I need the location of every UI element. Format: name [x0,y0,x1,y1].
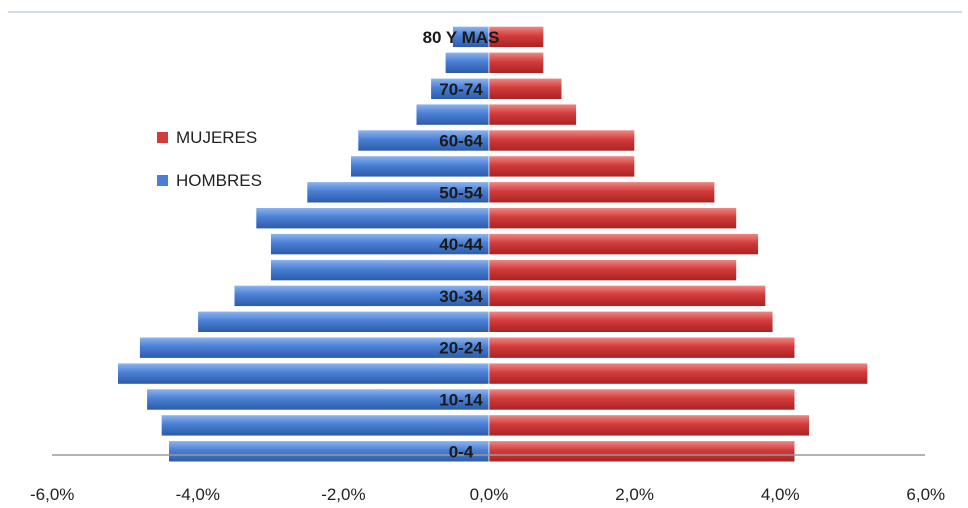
legend-swatch-mujeres [157,132,168,143]
bar-mujeres-35-39 [488,259,737,281]
bar-hombres-20-24 [139,336,490,359]
bar-mujeres-30-34 [488,285,766,307]
legend-label-mujeres: MUJERES [176,128,257,147]
bar-mujeres-65-69 [488,103,577,126]
bar-hombres-25-29 [197,310,490,333]
category-label-20-24: 20-24 [439,339,483,358]
bar-mujeres-75-79 [488,51,544,74]
bar-hombres-0-4 [168,440,490,463]
bar-mujeres-10-14 [488,388,796,411]
category-label-40-44: 40-44 [439,235,483,254]
category-label-50-54: 50-54 [439,183,483,202]
bar-mujeres-70-74 [488,78,563,100]
bar-mujeres-80-y-mas [488,26,544,48]
bar-mujeres-40-44 [488,233,759,255]
bar-mujeres-60-64 [488,129,635,152]
x-tick-label: 2,0% [615,485,654,504]
bar-hombres-55-59 [350,155,490,178]
category-labels: 0-4 10-14 20-24 30-34 40-44 50-54 60-64 70-74 80… [423,28,500,461]
x-tick-labels: -6,0% -4,0% -2,0% 0,0% 2,0% 4,0% 6,0% [30,485,945,504]
bar-mujeres-20-24 [488,336,796,359]
x-tick-label: 6,0% [906,485,945,504]
bar-mujeres-45-49 [488,207,737,229]
bar-hombres-5-9 [161,414,490,437]
x-tick-label: -4,0% [176,485,220,504]
category-label-60-64: 60-64 [439,132,483,151]
bar-hombres-65-69 [415,103,490,126]
bar-mujeres-55-59 [488,155,635,178]
bar-mujeres-0-4 [488,440,796,463]
bar-hombres-75-79 [444,51,490,74]
legend-swatch-hombres [157,175,168,186]
bar-hombres-15-19 [117,362,490,385]
bars-layer [117,26,868,463]
legend: MUJERES HOMBRES [157,128,262,190]
category-label-10-14: 10-14 [439,391,483,410]
bar-mujeres-5-9 [488,414,810,437]
x-tick-label: 4,0% [761,485,800,504]
x-tick-label: -2,0% [321,485,365,504]
category-label-70-74: 70-74 [439,80,483,99]
bar-hombres-10-14 [146,388,490,411]
x-tick-label: 0,0% [470,485,509,504]
category-label-0-4: 0-4 [449,442,474,461]
category-label-80-y-mas: 80 Y MAS [423,28,500,47]
bar-hombres-45-49 [255,207,490,229]
bar-mujeres-25-29 [488,310,774,333]
bar-mujeres-50-54 [488,181,715,204]
legend-label-hombres: HOMBRES [176,171,262,190]
bar-mujeres-15-19 [488,362,868,385]
x-tick-label: -6,0% [30,485,74,504]
bar-hombres-35-39 [270,259,490,281]
category-label-30-34: 30-34 [439,287,483,306]
